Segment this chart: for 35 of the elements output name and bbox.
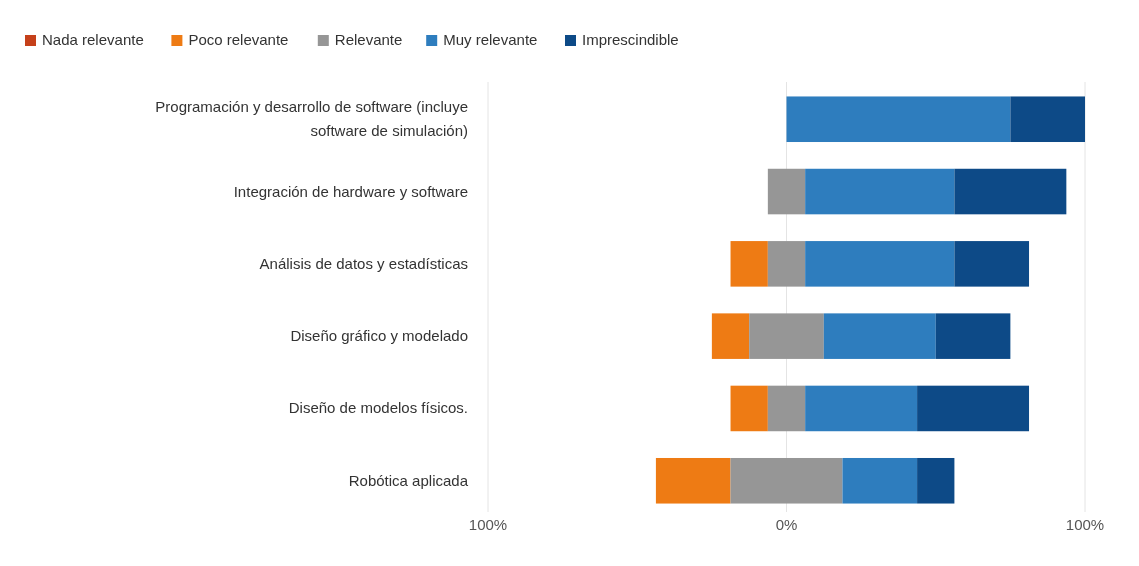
legend-label: Nada relevante — [42, 31, 144, 48]
bar — [730, 457, 843, 504]
y-tick-label: Diseño gráfico y modelado — [290, 327, 468, 345]
bar — [730, 241, 768, 287]
legend-label: Relevante — [334, 31, 403, 48]
bar — [935, 313, 1011, 359]
y-tick-label: Diseño de modelos físicos. — [288, 399, 468, 417]
x-tick-label: 100% — [1065, 516, 1105, 533]
bar — [786, 96, 1011, 143]
bar — [917, 385, 1030, 432]
bar — [711, 313, 750, 359]
bar — [767, 241, 806, 287]
y-tick-label: Análisis de datos y estadísticas — [259, 254, 468, 272]
bar — [805, 385, 918, 432]
bar — [767, 168, 806, 215]
bar — [749, 313, 824, 359]
y-tick-label: Robótica aplicada — [348, 471, 469, 489]
bar — [805, 168, 955, 215]
legend-label: Muy relevante — [443, 31, 538, 48]
bar — [655, 457, 731, 504]
bar — [823, 313, 936, 359]
x-tick-label: 0% — [775, 516, 798, 533]
bar — [730, 385, 768, 432]
bar — [842, 457, 918, 504]
y-tick-label: Programación y desarrollo de software (incluye software de simulación) — [155, 98, 468, 140]
bar — [805, 241, 955, 287]
bar — [767, 385, 806, 432]
bar — [954, 168, 1067, 215]
x-tick-label: 100% — [468, 516, 508, 533]
bar — [1010, 96, 1086, 143]
y-tick-label: Integración de hardware y software — [233, 182, 468, 200]
bar — [954, 241, 1030, 287]
legend-label: Imprescindible — [582, 31, 679, 48]
bar — [917, 457, 955, 504]
legend-label: Poco relevante — [188, 31, 289, 48]
